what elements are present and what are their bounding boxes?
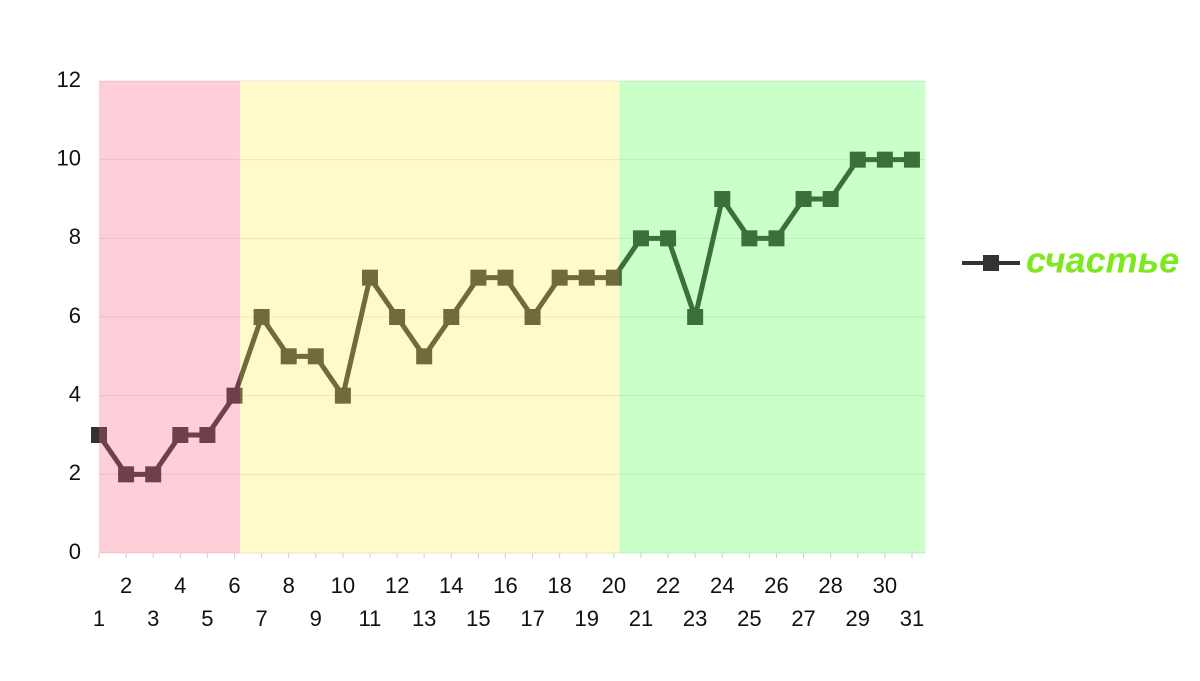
x-tick-label: 20 [602, 573, 626, 598]
data-point [632, 230, 649, 247]
data-point [741, 230, 758, 247]
x-tick-label: 5 [201, 606, 213, 631]
data-point [226, 387, 243, 404]
data-point [470, 269, 487, 286]
data-point [768, 230, 785, 247]
x-tick-label: 21 [629, 606, 653, 631]
x-tick-label: 30 [873, 573, 897, 598]
data-point [660, 230, 677, 247]
x-tick-label: 4 [174, 573, 186, 598]
x-tick-label: 26 [764, 573, 788, 598]
data-point [253, 309, 270, 325]
data-point [524, 309, 541, 325]
x-tick-label: 27 [791, 606, 815, 631]
data-point [91, 427, 107, 443]
band [619, 81, 926, 553]
x-tick-label: 13 [412, 606, 436, 631]
x-tick-label: 12 [385, 573, 409, 598]
legend-marker [983, 255, 999, 271]
x-tick-label: 25 [737, 606, 761, 631]
data-point [361, 269, 378, 286]
x-tick-label: 16 [493, 573, 517, 598]
x-tick-label: 19 [575, 606, 599, 631]
y-tick-label: 12 [57, 67, 81, 92]
x-tick-label: 17 [520, 606, 544, 631]
data-point [687, 309, 704, 325]
x-tick-label: 7 [255, 606, 267, 631]
data-point [849, 151, 866, 168]
data-point [307, 348, 324, 365]
x-tick-label: 28 [818, 573, 842, 598]
legend-text: счастье [1026, 240, 1179, 281]
data-point [578, 269, 595, 286]
x-tick-label: 10 [331, 573, 355, 598]
x-tick-label: 24 [710, 573, 734, 598]
x-tick-label: 18 [547, 573, 571, 598]
data-point [280, 348, 297, 365]
y-tick-label: 4 [69, 381, 81, 406]
data-point [876, 151, 893, 168]
x-tick-label: 6 [228, 573, 240, 598]
y-tick-label: 6 [69, 303, 81, 328]
x-tick-label: 8 [283, 573, 295, 598]
x-tick-label: 14 [439, 573, 463, 598]
y-tick-label: 8 [69, 224, 81, 249]
y-tick-label: 2 [69, 460, 81, 485]
y-tick-label: 10 [57, 145, 81, 170]
data-point [795, 191, 812, 207]
x-tick-label: 11 [359, 606, 382, 631]
x-tick-label: 1 [93, 606, 105, 631]
x-tick-label: 22 [656, 573, 680, 598]
data-point [172, 427, 189, 443]
x-tick-label: 31 [900, 606, 924, 631]
data-point [443, 309, 460, 325]
band [99, 81, 240, 553]
data-point [497, 269, 514, 286]
data-point [822, 191, 839, 207]
band [239, 81, 620, 553]
data-point [145, 466, 162, 483]
y-tick-label: 0 [69, 539, 81, 564]
x-tick-label: 3 [147, 606, 159, 631]
data-point [118, 466, 135, 483]
data-point [199, 427, 216, 443]
data-point [551, 269, 568, 286]
data-point [714, 191, 731, 207]
data-point [903, 151, 920, 168]
x-tick-label: 29 [846, 606, 870, 631]
x-tick-label: 9 [310, 606, 322, 631]
data-point [334, 387, 351, 404]
x-tick-label: 23 [683, 606, 707, 631]
data-point [605, 269, 622, 286]
data-point [389, 309, 406, 325]
x-tick-label: 2 [120, 573, 132, 598]
data-point [416, 348, 433, 365]
x-tick-label: 15 [466, 606, 490, 631]
